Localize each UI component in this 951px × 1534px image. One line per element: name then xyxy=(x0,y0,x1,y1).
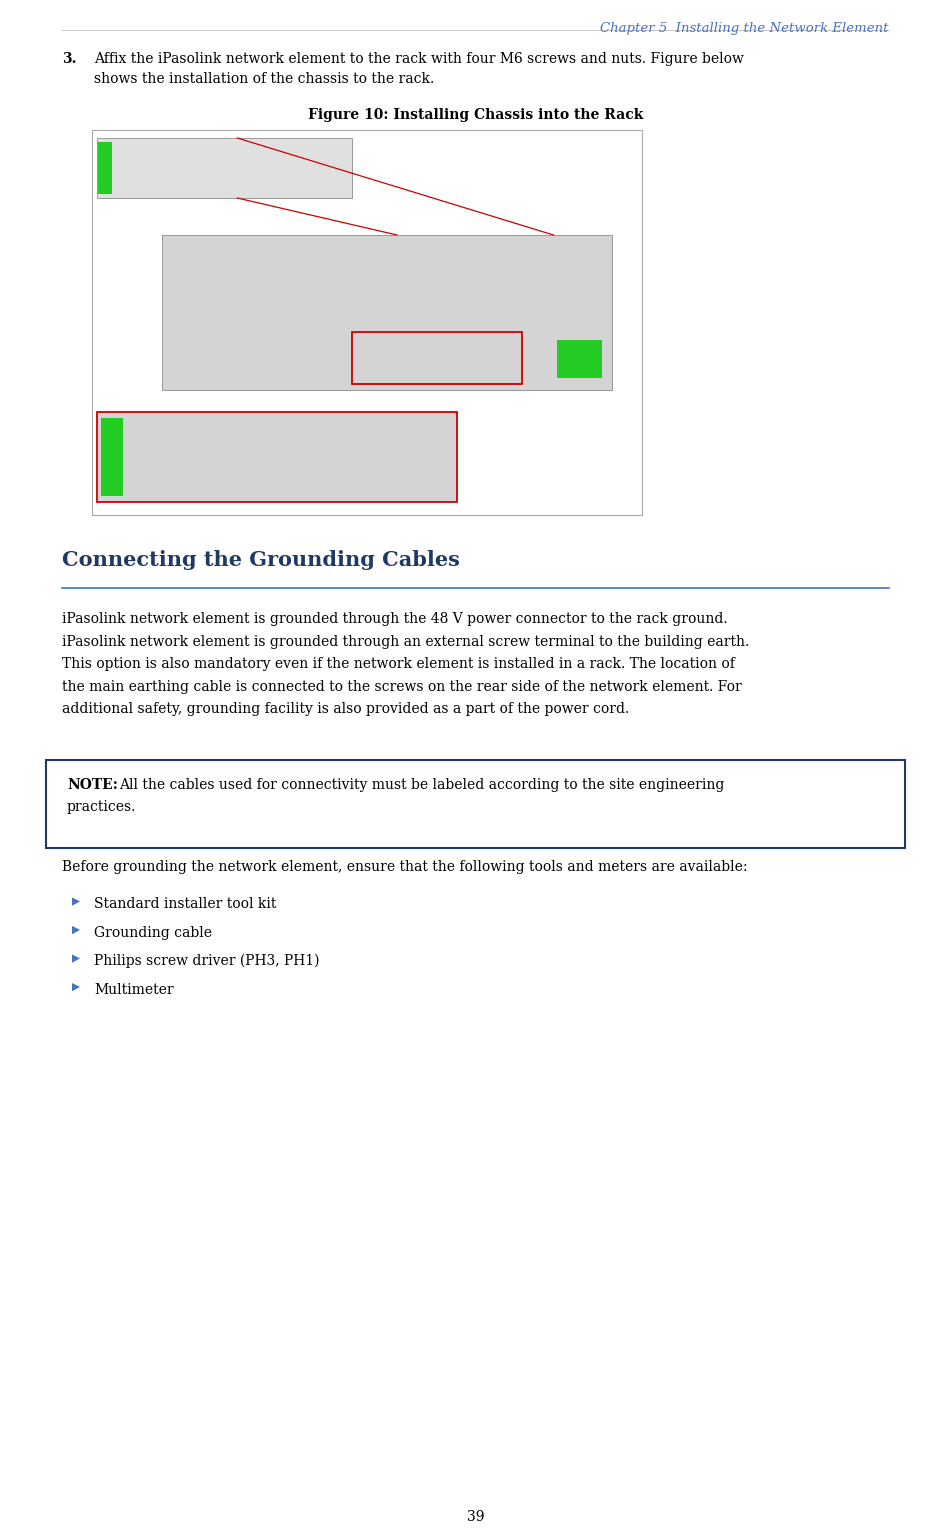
FancyBboxPatch shape xyxy=(98,143,112,193)
Text: Philips screw driver (PH3, PH1): Philips screw driver (PH3, PH1) xyxy=(94,954,320,968)
Text: Standard installer tool kit: Standard installer tool kit xyxy=(94,897,277,911)
FancyBboxPatch shape xyxy=(92,130,642,515)
Polygon shape xyxy=(72,954,80,963)
FancyBboxPatch shape xyxy=(162,235,612,390)
FancyBboxPatch shape xyxy=(97,413,457,502)
Text: the main earthing cable is connected to the screws on the rear side of the netwo: the main earthing cable is connected to … xyxy=(62,680,742,693)
Text: practices.: practices. xyxy=(67,801,136,815)
Polygon shape xyxy=(72,927,80,934)
Text: Before grounding the network element, ensure that the following tools and meters: Before grounding the network element, en… xyxy=(62,861,747,874)
Text: shows the installation of the chassis to the rack.: shows the installation of the chassis to… xyxy=(94,72,435,86)
Text: 39: 39 xyxy=(467,1509,484,1523)
Text: iPasolink network element is grounded through the 48 V power connector to the ra: iPasolink network element is grounded th… xyxy=(62,612,728,626)
Text: Grounding cable: Grounding cable xyxy=(94,925,212,939)
Polygon shape xyxy=(72,897,80,905)
Text: Figure 10: Installing Chassis into the Rack: Figure 10: Installing Chassis into the R… xyxy=(308,107,643,123)
Text: iPasolink network element is grounded through an external screw terminal to the : iPasolink network element is grounded th… xyxy=(62,635,749,649)
Polygon shape xyxy=(72,983,80,991)
Text: Connecting the Grounding Cables: Connecting the Grounding Cables xyxy=(62,551,460,571)
Text: All the cables used for connectivity must be labeled according to the site engin: All the cables used for connectivity mus… xyxy=(119,778,725,792)
Text: Affix the iPasolink network element to the rack with four M6 screws and nuts. Fi: Affix the iPasolink network element to t… xyxy=(94,52,744,66)
Text: 3.: 3. xyxy=(62,52,76,66)
FancyBboxPatch shape xyxy=(101,417,123,495)
FancyBboxPatch shape xyxy=(557,341,602,377)
Text: Chapter 5  Installing the Network Element: Chapter 5 Installing the Network Element xyxy=(600,21,889,35)
Text: NOTE:: NOTE: xyxy=(67,778,118,792)
FancyBboxPatch shape xyxy=(97,138,352,198)
Text: additional safety, grounding facility is also provided as a part of the power co: additional safety, grounding facility is… xyxy=(62,703,630,716)
FancyBboxPatch shape xyxy=(46,759,905,848)
Text: This option is also mandatory even if the network element is installed in a rack: This option is also mandatory even if th… xyxy=(62,657,735,670)
Text: Multimeter: Multimeter xyxy=(94,982,174,997)
